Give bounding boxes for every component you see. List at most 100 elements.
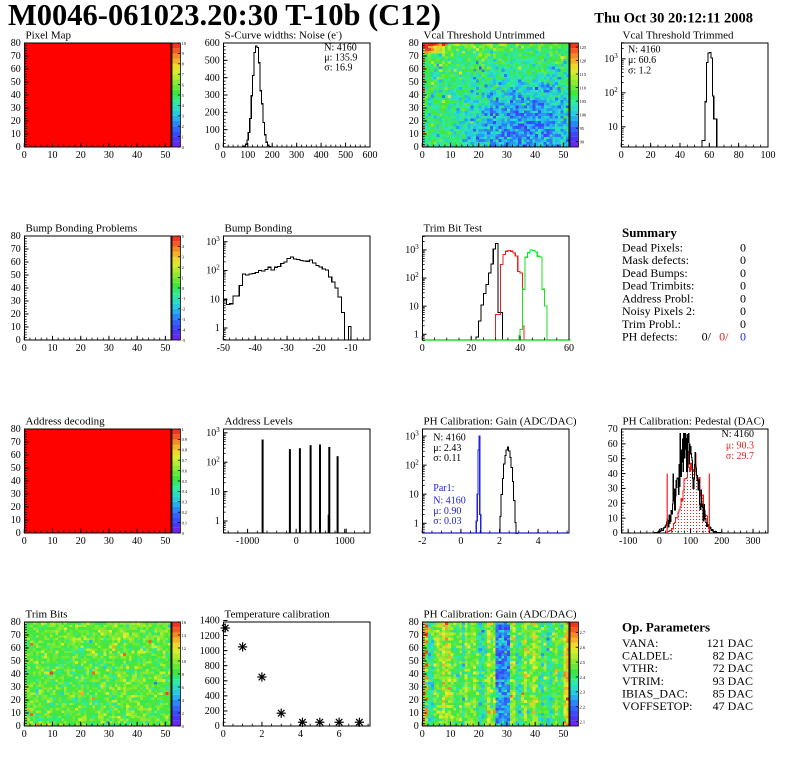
svg-text:40: 40 bbox=[11, 90, 21, 101]
svg-text:Bump Bonding: Bump Bonding bbox=[225, 223, 293, 235]
svg-text:0.5: 0.5 bbox=[182, 479, 188, 484]
svg-text:70: 70 bbox=[409, 51, 419, 62]
svg-text:μ: 0.90: μ: 0.90 bbox=[433, 506, 461, 517]
svg-text:50: 50 bbox=[11, 463, 21, 474]
svg-text:Op. Parameters: Op. Parameters bbox=[622, 620, 710, 635]
svg-text:10: 10 bbox=[210, 294, 220, 305]
svg-text:80: 80 bbox=[11, 231, 21, 242]
svg-text:80: 80 bbox=[11, 617, 21, 628]
svg-text:20: 20 bbox=[11, 116, 21, 127]
svg-text:125: 125 bbox=[580, 45, 587, 50]
svg-text:0: 0 bbox=[619, 150, 624, 161]
svg-text:-3: -3 bbox=[182, 317, 186, 322]
svg-text:0: 0 bbox=[740, 304, 746, 318]
svg-text:60: 60 bbox=[704, 150, 714, 161]
svg-text:0: 0 bbox=[420, 150, 425, 161]
svg-text:20: 20 bbox=[76, 729, 86, 740]
svg-text:VOFFSETOP:: VOFFSETOP: bbox=[622, 699, 692, 713]
svg-text:60: 60 bbox=[409, 643, 419, 654]
svg-text:0: 0 bbox=[740, 317, 746, 331]
svg-text:9: 9 bbox=[182, 51, 185, 56]
svg-text:2: 2 bbox=[259, 729, 264, 740]
svg-text:93 DAC: 93 DAC bbox=[713, 674, 753, 688]
svg-text:10: 10 bbox=[446, 150, 456, 161]
svg-text:10: 10 bbox=[409, 129, 419, 140]
svg-text:0: 0 bbox=[657, 536, 662, 547]
svg-text:40: 40 bbox=[409, 90, 419, 101]
svg-text:8: 8 bbox=[182, 672, 185, 677]
svg-text:20: 20 bbox=[646, 150, 656, 161]
svg-text:Address decoding: Address decoding bbox=[26, 416, 106, 428]
svg-text:N: 4160: N: 4160 bbox=[433, 496, 466, 507]
svg-text:4: 4 bbox=[182, 103, 185, 108]
svg-text:Summary: Summary bbox=[622, 225, 677, 240]
svg-text:100: 100 bbox=[761, 150, 776, 161]
svg-text:50: 50 bbox=[558, 729, 568, 740]
svg-text:0: 0 bbox=[22, 729, 27, 740]
svg-text:40: 40 bbox=[11, 476, 21, 487]
svg-text:20: 20 bbox=[409, 116, 419, 127]
svg-text:200: 200 bbox=[205, 108, 220, 119]
svg-text:0: 0 bbox=[22, 536, 27, 547]
svg-text:0: 0 bbox=[613, 528, 618, 539]
svg-text:20: 20 bbox=[474, 729, 484, 740]
svg-text:70: 70 bbox=[11, 630, 21, 641]
svg-text:115: 115 bbox=[580, 72, 587, 77]
svg-text:20: 20 bbox=[11, 695, 21, 706]
svg-text:0: 0 bbox=[215, 142, 220, 153]
svg-text:-5: -5 bbox=[182, 338, 186, 343]
svg-text:Vcal Threshold Trimmed: Vcal Threshold Trimmed bbox=[623, 30, 735, 42]
svg-text:80: 80 bbox=[409, 617, 419, 628]
svg-text:50: 50 bbox=[11, 270, 21, 281]
svg-text:95: 95 bbox=[580, 126, 585, 131]
svg-text:40: 40 bbox=[409, 669, 419, 680]
svg-text:70: 70 bbox=[409, 630, 419, 641]
svg-text:0.8: 0.8 bbox=[182, 448, 188, 453]
svg-text:30: 30 bbox=[104, 150, 114, 161]
svg-text:70: 70 bbox=[11, 51, 21, 62]
svg-text:μ: 60.6: μ: 60.6 bbox=[628, 55, 656, 66]
svg-text:S-Curve widths: Noise (e-): S-Curve widths: Noise (e-) bbox=[225, 29, 343, 42]
svg-text:50: 50 bbox=[608, 454, 618, 465]
svg-text:0: 0 bbox=[740, 266, 746, 280]
svg-text:100: 100 bbox=[580, 112, 587, 117]
svg-text:CALDEL:: CALDEL: bbox=[622, 649, 673, 663]
svg-text:0: 0 bbox=[22, 150, 27, 161]
svg-text:0/: 0/ bbox=[702, 330, 712, 344]
svg-text:1: 1 bbox=[182, 427, 184, 432]
svg-text:600: 600 bbox=[205, 676, 220, 687]
svg-text:82 DAC: 82 DAC bbox=[713, 649, 753, 663]
svg-text:30: 30 bbox=[104, 536, 114, 547]
svg-text:N: 4160: N: 4160 bbox=[324, 43, 357, 54]
svg-text:2.2: 2.2 bbox=[580, 705, 586, 710]
svg-text:2.1: 2.1 bbox=[580, 719, 586, 724]
svg-text:VTRIM:: VTRIM: bbox=[622, 674, 664, 688]
svg-text:10: 10 bbox=[48, 150, 58, 161]
svg-text:70: 70 bbox=[11, 244, 21, 255]
svg-text:10: 10 bbox=[48, 343, 58, 354]
svg-text:14: 14 bbox=[182, 633, 187, 638]
svg-text:0: 0 bbox=[182, 724, 185, 729]
svg-text:800: 800 bbox=[205, 661, 220, 672]
svg-text:0: 0 bbox=[16, 721, 21, 732]
svg-text:20: 20 bbox=[76, 150, 86, 161]
svg-text:50: 50 bbox=[11, 656, 21, 667]
svg-text:0.7: 0.7 bbox=[182, 458, 188, 463]
svg-text:40: 40 bbox=[530, 150, 540, 161]
svg-text:8: 8 bbox=[182, 62, 185, 67]
svg-text:Dead Pixels:: Dead Pixels: bbox=[622, 240, 683, 254]
svg-text:80: 80 bbox=[11, 424, 21, 435]
svg-text:85 DAC: 85 DAC bbox=[713, 686, 753, 700]
svg-text:Mask defects:: Mask defects: bbox=[622, 253, 689, 267]
svg-text:PH Calibration: Pedestal (DAC): PH Calibration: Pedestal (DAC) bbox=[623, 416, 765, 428]
svg-text:1400: 1400 bbox=[200, 616, 220, 627]
svg-text:-1000: -1000 bbox=[236, 536, 259, 547]
svg-text:1: 1 bbox=[414, 519, 419, 530]
svg-text:40: 40 bbox=[675, 150, 685, 161]
svg-text:10: 10 bbox=[182, 41, 187, 46]
svg-text:120: 120 bbox=[580, 58, 587, 63]
svg-text:110: 110 bbox=[580, 85, 587, 90]
svg-text:10: 10 bbox=[210, 487, 220, 498]
svg-text:σ: 16.9: σ: 16.9 bbox=[324, 63, 352, 74]
svg-text:0.1: 0.1 bbox=[182, 520, 188, 525]
